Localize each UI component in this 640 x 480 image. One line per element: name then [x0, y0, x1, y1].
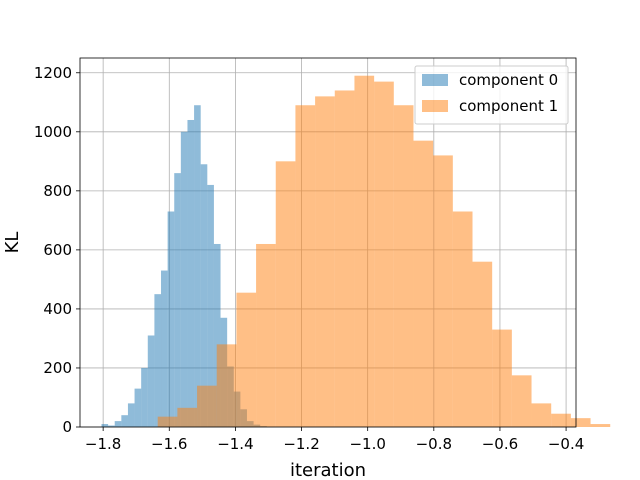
- histogram-bar: [492, 329, 512, 427]
- histogram-bar: [180, 131, 188, 428]
- histogram-bar: [127, 403, 135, 427]
- y-tick-label: 1000: [34, 123, 72, 141]
- histogram-bar: [216, 344, 237, 427]
- histogram-bar: [452, 211, 473, 427]
- histogram-bar: [275, 161, 296, 427]
- histogram-bar: [295, 105, 316, 428]
- plot-frame: [79, 57, 577, 428]
- histogram-bar: [157, 416, 178, 427]
- legend-swatch-component-0: [422, 74, 448, 86]
- histogram-bar: [114, 421, 122, 427]
- x-tick-label: −0.8: [416, 435, 452, 453]
- y-axis-label: KL: [2, 232, 23, 254]
- legend-label-component-1: component 1: [459, 97, 558, 115]
- x-tick-label: −1.8: [85, 435, 121, 453]
- histogram-bar: [121, 415, 128, 427]
- histogram-bar: [511, 375, 532, 427]
- histogram-bar: [194, 105, 201, 428]
- histogram-bar: [393, 105, 414, 428]
- histogram-bar: [256, 243, 276, 427]
- x-axis-ticks: −1.8 −1.6 −1.4 −1.2 −1.0 −0.8 −0.6 −0.4: [85, 427, 584, 453]
- legend: component 0 component 1: [414, 65, 569, 125]
- histogram-bar: [315, 96, 335, 427]
- y-tick-label: 800: [43, 182, 72, 200]
- histogram-bar: [590, 424, 611, 427]
- y-tick-label: 1200: [34, 64, 72, 82]
- histogram-bar: [108, 425, 115, 427]
- x-tick-label: −1.2: [283, 435, 319, 453]
- histogram-bar: [101, 424, 109, 427]
- histogram-bar: [134, 388, 142, 427]
- histogram-bar: [354, 75, 375, 427]
- y-axis-ticks: 0 200 400 600 800 1000 1200: [34, 64, 80, 436]
- histogram-bar: [141, 367, 148, 427]
- histogram-bar: [531, 403, 552, 427]
- histogram-bar: [334, 90, 355, 428]
- y-tick-label: 400: [43, 300, 72, 318]
- histogram-bar: [236, 292, 257, 427]
- histogram-bar: [551, 413, 571, 427]
- histogram-bar: [154, 294, 162, 427]
- y-tick-label: 600: [43, 241, 72, 259]
- histogram-bar: [413, 140, 434, 427]
- x-axis-label: iteration: [290, 460, 366, 480]
- histogram-bar: [200, 164, 208, 427]
- histogram-bar: [147, 335, 155, 427]
- legend-box: [414, 65, 569, 125]
- x-tick-label: −0.6: [482, 435, 518, 453]
- x-tick-label: −0.4: [548, 435, 584, 453]
- x-tick-label: −1.4: [217, 435, 253, 453]
- histogram-bar: [161, 270, 168, 427]
- histogram-bar: [177, 407, 198, 427]
- histogram-bar: [187, 119, 195, 427]
- x-tick-label: −1.6: [151, 435, 187, 453]
- histogram-bar: [472, 261, 493, 427]
- histogram-bar: [167, 211, 175, 427]
- histogram-bar: [374, 81, 394, 427]
- y-tick-label: 200: [43, 359, 72, 377]
- legend-swatch-component-1: [422, 100, 448, 112]
- y-tick-label: 0: [62, 418, 72, 436]
- histogram-bar: [174, 173, 181, 427]
- histogram-bar: [207, 184, 214, 427]
- histogram-bar: [570, 418, 591, 427]
- legend-label-component-0: component 0: [459, 71, 558, 89]
- series-component-1-bars: [157, 75, 611, 428]
- x-tick-label: −1.0: [349, 435, 385, 453]
- histogram-bar: [197, 385, 217, 427]
- histogram-bar: [433, 155, 453, 427]
- histogram-bar: [213, 243, 221, 427]
